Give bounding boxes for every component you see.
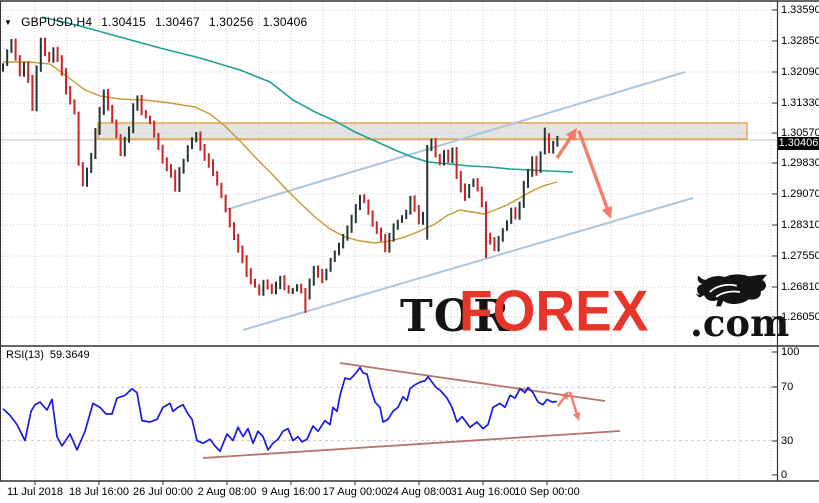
quote-low: 1.30256: [208, 15, 254, 29]
rsi-tick-label: 0: [781, 469, 788, 481]
price-tick-label: 1.26050: [781, 311, 819, 323]
price-tick-label: 1.32850: [781, 35, 819, 47]
bull-icon: [695, 274, 767, 307]
date-tick-label: 31 Aug 16:00: [450, 486, 516, 498]
quote-header: ▼ GBPUSD,H4 1.30415 1.30467 1.30256 1.30…: [4, 15, 307, 29]
symbol-marker-icon: ▼: [4, 18, 13, 27]
indicator-name: RSI(13): [6, 349, 44, 361]
price-tick-label: 1.28310: [781, 219, 819, 231]
date-tick-label: 18 Jul 16:00: [69, 486, 129, 498]
quote-high: 1.30467: [155, 15, 200, 29]
indicator-label: RSI(13) 59.3649: [6, 349, 90, 361]
quote-close: 1.30406: [262, 15, 308, 29]
rsi-tick-label: 30: [781, 435, 794, 447]
rsi-tick-label: 70: [781, 381, 794, 393]
price-tick-label: 1.29070: [781, 188, 819, 200]
date-tick-label: 11 Jul 2018: [6, 486, 64, 498]
date-tick-label: 17 Aug 00:00: [322, 486, 388, 498]
price-tick-label: 1.33590: [781, 4, 819, 16]
current-price-badge: 1.30406: [778, 137, 819, 150]
quote-open: 1.30415: [101, 15, 147, 29]
rsi-tick-label: 100: [781, 346, 800, 358]
date-tick-label: 2 Aug 08:00: [197, 486, 257, 498]
date-tick-label: 24 Aug 08:00: [386, 486, 452, 498]
price-tick-label: 1.32090: [781, 66, 819, 78]
watermark-logo: TOR FOREX .com: [398, 272, 789, 344]
date-tick-label: 9 Aug 16:00: [261, 486, 321, 498]
indicator-value: 59.3649: [49, 349, 90, 361]
watermark-suffix: .com: [690, 301, 790, 345]
watermark-prefix: TOR: [400, 291, 511, 342]
watermark-brand: FOREX: [459, 278, 649, 344]
price-tick-label: 1.29830: [781, 157, 819, 169]
date-tick-label: 26 Jul 00:00: [133, 486, 193, 498]
date-tick-label: 10 Sep 00:00: [514, 486, 580, 498]
price-tick-label: 1.26810: [781, 281, 819, 293]
price-tick-label: 1.31330: [781, 97, 819, 109]
symbol-label: GBPUSD,H4: [21, 15, 93, 29]
price-axis[interactable]: 1.33590 1.32850 1.32090 1.31330 1.30570 1.298…: [781, 0, 819, 503]
price-tick-label: 1.27550: [781, 250, 819, 262]
price-tick-label: 1.30570: [781, 127, 819, 139]
